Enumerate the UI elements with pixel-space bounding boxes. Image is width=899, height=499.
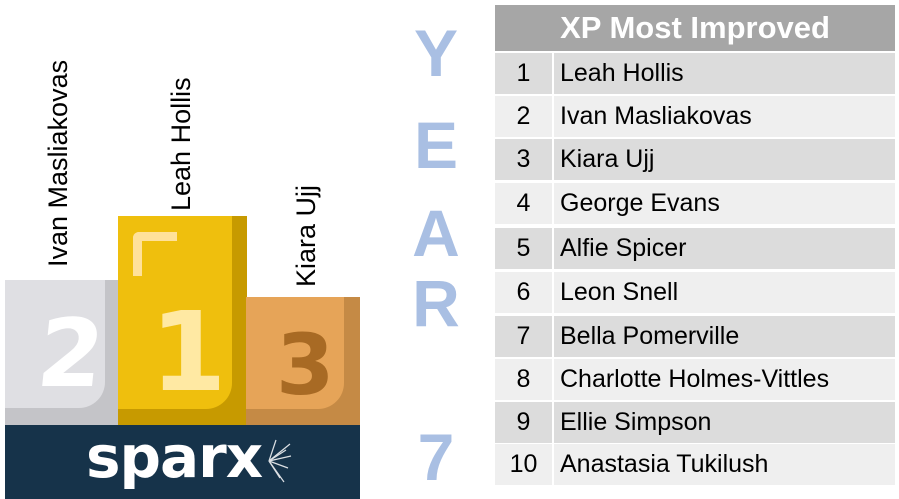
- podium-name-second: Ivan Masliakovas: [43, 59, 73, 267]
- table-row: 6 Leon Snell: [495, 272, 895, 313]
- rank-cell: 7: [495, 316, 552, 357]
- name-cell: Alfie Spicer: [554, 228, 895, 269]
- sparx-logo-text: spar: [86, 423, 227, 491]
- podium-place-second: 2: [32, 300, 110, 409]
- name-cell: Leon Snell: [554, 272, 895, 313]
- podium-base: [5, 425, 360, 499]
- sparx-logo-x: x: [225, 423, 263, 491]
- rank-cell: 2: [495, 96, 552, 137]
- rank-cell: 6: [495, 272, 552, 313]
- name-cell: George Evans: [554, 183, 895, 224]
- podium: 2 1 3 Ivan Masliakovas Leah Hollis Kiara…: [0, 0, 360, 499]
- name-cell: Ellie Simpson: [554, 402, 895, 443]
- table-row: 1 Leah Hollis: [495, 53, 895, 94]
- name-cell: Leah Hollis: [554, 53, 895, 94]
- table-row: 4 George Evans: [495, 183, 895, 224]
- name-cell: Charlotte Holmes-Vittles: [554, 359, 895, 400]
- name-cell: Kiara Ujj: [554, 139, 895, 180]
- table-row: 7 Bella Pomerville: [495, 316, 895, 357]
- year-letter-a: A: [412, 196, 460, 270]
- table-row: 8 Charlotte Holmes-Vittles: [495, 359, 895, 400]
- sparx-logo: sparx: [86, 423, 263, 491]
- name-cell: Anastasia Tukilush: [554, 444, 895, 485]
- sparkle-icon: [268, 439, 292, 483]
- rank-cell: 10: [495, 444, 552, 485]
- table-title: XP Most Improved: [495, 5, 895, 51]
- rank-cell: 9: [495, 402, 552, 443]
- name-cell: Ivan Masliakovas: [554, 96, 895, 137]
- year-letter-e: E: [413, 108, 459, 182]
- podium-block-third: [246, 297, 360, 425]
- year-letter-r: R: [412, 266, 460, 340]
- rank-cell: 4: [495, 183, 552, 224]
- podium-name-third: Kiara Ujj: [291, 184, 321, 287]
- podium-name-first: Leah Hollis: [166, 77, 196, 211]
- podium-face-third: [246, 297, 344, 409]
- table-row: 10 Anastasia Tukilush: [495, 444, 895, 485]
- table-row: 2 Ivan Masliakovas: [495, 96, 895, 137]
- table-row: 9 Ellie Simpson: [495, 402, 895, 443]
- podium-face-second: [5, 280, 105, 408]
- name-cell: Bella Pomerville: [554, 316, 895, 357]
- rank-cell: 1: [495, 53, 552, 94]
- table-row: 5 Alfie Spicer: [495, 228, 895, 269]
- rank-cell: 8: [495, 359, 552, 400]
- year-number: 7: [417, 420, 455, 494]
- podium-place-third: 3: [276, 316, 335, 414]
- year-letter-y: Y: [413, 16, 459, 90]
- podium-first-corner-mark: [133, 232, 177, 276]
- rank-cell: 3: [495, 139, 552, 180]
- podium-block-second: [5, 280, 120, 425]
- rank-cell: 5: [495, 228, 552, 269]
- podium-place-first: 1: [150, 288, 227, 416]
- table-row: 3 Kiara Ujj: [495, 139, 895, 180]
